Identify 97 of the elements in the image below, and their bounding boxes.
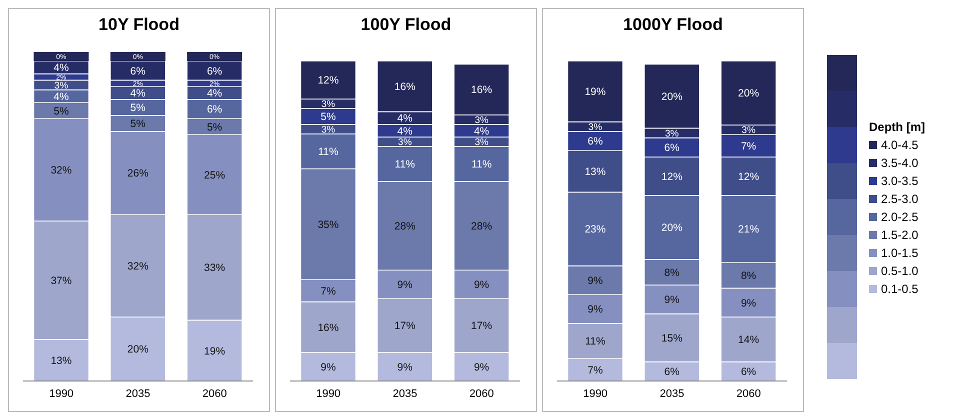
data-label: 7% — [588, 364, 603, 376]
data-label: 5% — [130, 118, 146, 130]
data-label: 28% — [471, 220, 492, 232]
data-label: 9% — [320, 361, 336, 374]
data-label: 20% — [738, 88, 760, 100]
data-label: 9% — [397, 361, 412, 374]
data-label: 17% — [471, 320, 492, 332]
data-label: 3% — [742, 125, 756, 136]
legend-label: 2.0-2.5 — [881, 210, 918, 224]
data-label: 32% — [50, 164, 72, 176]
data-label: 21% — [738, 224, 760, 236]
legend-label: 3.5-4.0 — [881, 156, 918, 170]
data-label: 11% — [394, 158, 416, 171]
chart-title: 10Y Flood — [98, 15, 180, 35]
data-label: 37% — [50, 274, 72, 287]
x-tick-label: 1990 — [316, 388, 341, 400]
x-tick-label: 1990 — [49, 388, 74, 400]
x-tick-label: 2060 — [202, 388, 227, 400]
x-tick-label: 2060 — [469, 388, 494, 400]
data-label: 11% — [585, 336, 606, 348]
data-label: 15% — [661, 332, 682, 344]
data-label: 19% — [204, 345, 226, 358]
data-label: 6% — [740, 366, 756, 378]
data-label: 6% — [206, 104, 222, 116]
data-label: 26% — [127, 168, 148, 180]
data-label: 3% — [54, 80, 69, 92]
data-label: 9% — [740, 297, 756, 310]
data-label: 11% — [318, 146, 338, 158]
legend-label: 3.0-3.5 — [881, 174, 918, 188]
data-label: 12% — [738, 170, 760, 183]
data-label: 3% — [398, 137, 412, 148]
data-label: 11% — [471, 158, 492, 171]
data-label: 3% — [321, 99, 336, 110]
legend-label: 1.5-2.0 — [881, 228, 918, 242]
data-label: 7% — [740, 140, 756, 152]
data-label: 4% — [474, 125, 490, 138]
data-label: 4% — [397, 125, 412, 138]
data-label: 16% — [394, 81, 416, 94]
x-tick-label: 1990 — [583, 388, 608, 400]
legend-label: 1.0-1.5 — [881, 246, 918, 260]
data-label: 3% — [588, 122, 603, 133]
legend-label: 2.5-3.0 — [881, 192, 918, 206]
x-tick-label: 2035 — [660, 388, 684, 400]
data-label: 4% — [54, 62, 69, 74]
data-label: 8% — [740, 270, 756, 282]
data-label: 6% — [588, 136, 603, 148]
data-label: 16% — [471, 84, 492, 96]
data-label: 3% — [474, 137, 489, 148]
data-label: 6% — [664, 142, 680, 154]
x-tick-label: 2035 — [392, 388, 418, 400]
data-label: 14% — [738, 334, 760, 346]
data-label: 20% — [661, 222, 682, 234]
data-label: 32% — [127, 260, 148, 272]
data-label: 3% — [321, 124, 336, 136]
data-label: 5% — [320, 111, 336, 124]
data-label: 12% — [318, 74, 339, 87]
data-label: 4% — [54, 90, 69, 103]
data-label: 17% — [394, 320, 416, 332]
data-label: 13% — [584, 166, 606, 178]
chart-title: 100Y Flood — [360, 15, 452, 35]
legend-title: Depth [m] — [869, 120, 925, 134]
data-label: 35% — [318, 218, 339, 231]
data-label: 3% — [474, 114, 489, 126]
data-label: 4% — [206, 88, 222, 100]
data-label: 20% — [127, 344, 148, 356]
data-label: 9% — [588, 304, 603, 316]
data-label: 4% — [397, 112, 412, 125]
data-label: 5% — [130, 102, 146, 114]
data-label: 9% — [664, 294, 680, 306]
data-label: 6% — [206, 65, 222, 78]
data-label: 8% — [664, 266, 680, 279]
legend-label: 0.1-0.5 — [881, 282, 918, 296]
data-label: 5% — [54, 105, 69, 118]
data-label: 9% — [474, 279, 490, 292]
data-label: 13% — [50, 354, 72, 367]
data-label: 9% — [474, 361, 490, 374]
data-label: 9% — [588, 274, 603, 287]
data-label: 19% — [584, 86, 606, 98]
x-tick-label: 2035 — [126, 388, 150, 400]
data-label: 6% — [664, 366, 680, 378]
data-label: 5% — [206, 121, 222, 134]
data-label: 25% — [204, 169, 226, 182]
data-label: 7% — [320, 285, 336, 298]
legend-label: 0.5-1.0 — [881, 264, 918, 278]
data-label: 4% — [130, 88, 146, 100]
data-label: 3% — [664, 128, 680, 140]
chart-title: 1000Y Flood — [622, 15, 724, 35]
data-label: 6% — [130, 65, 146, 78]
data-label: 28% — [394, 220, 416, 232]
legend-label: 4.0-4.5 — [881, 138, 918, 152]
x-tick-label: 2060 — [736, 388, 761, 400]
data-label: 20% — [661, 90, 682, 103]
data-label: 33% — [204, 262, 226, 274]
data-label: 16% — [318, 322, 339, 334]
data-label: 9% — [397, 279, 412, 292]
data-label: 23% — [584, 224, 606, 236]
data-label: 12% — [661, 170, 682, 183]
